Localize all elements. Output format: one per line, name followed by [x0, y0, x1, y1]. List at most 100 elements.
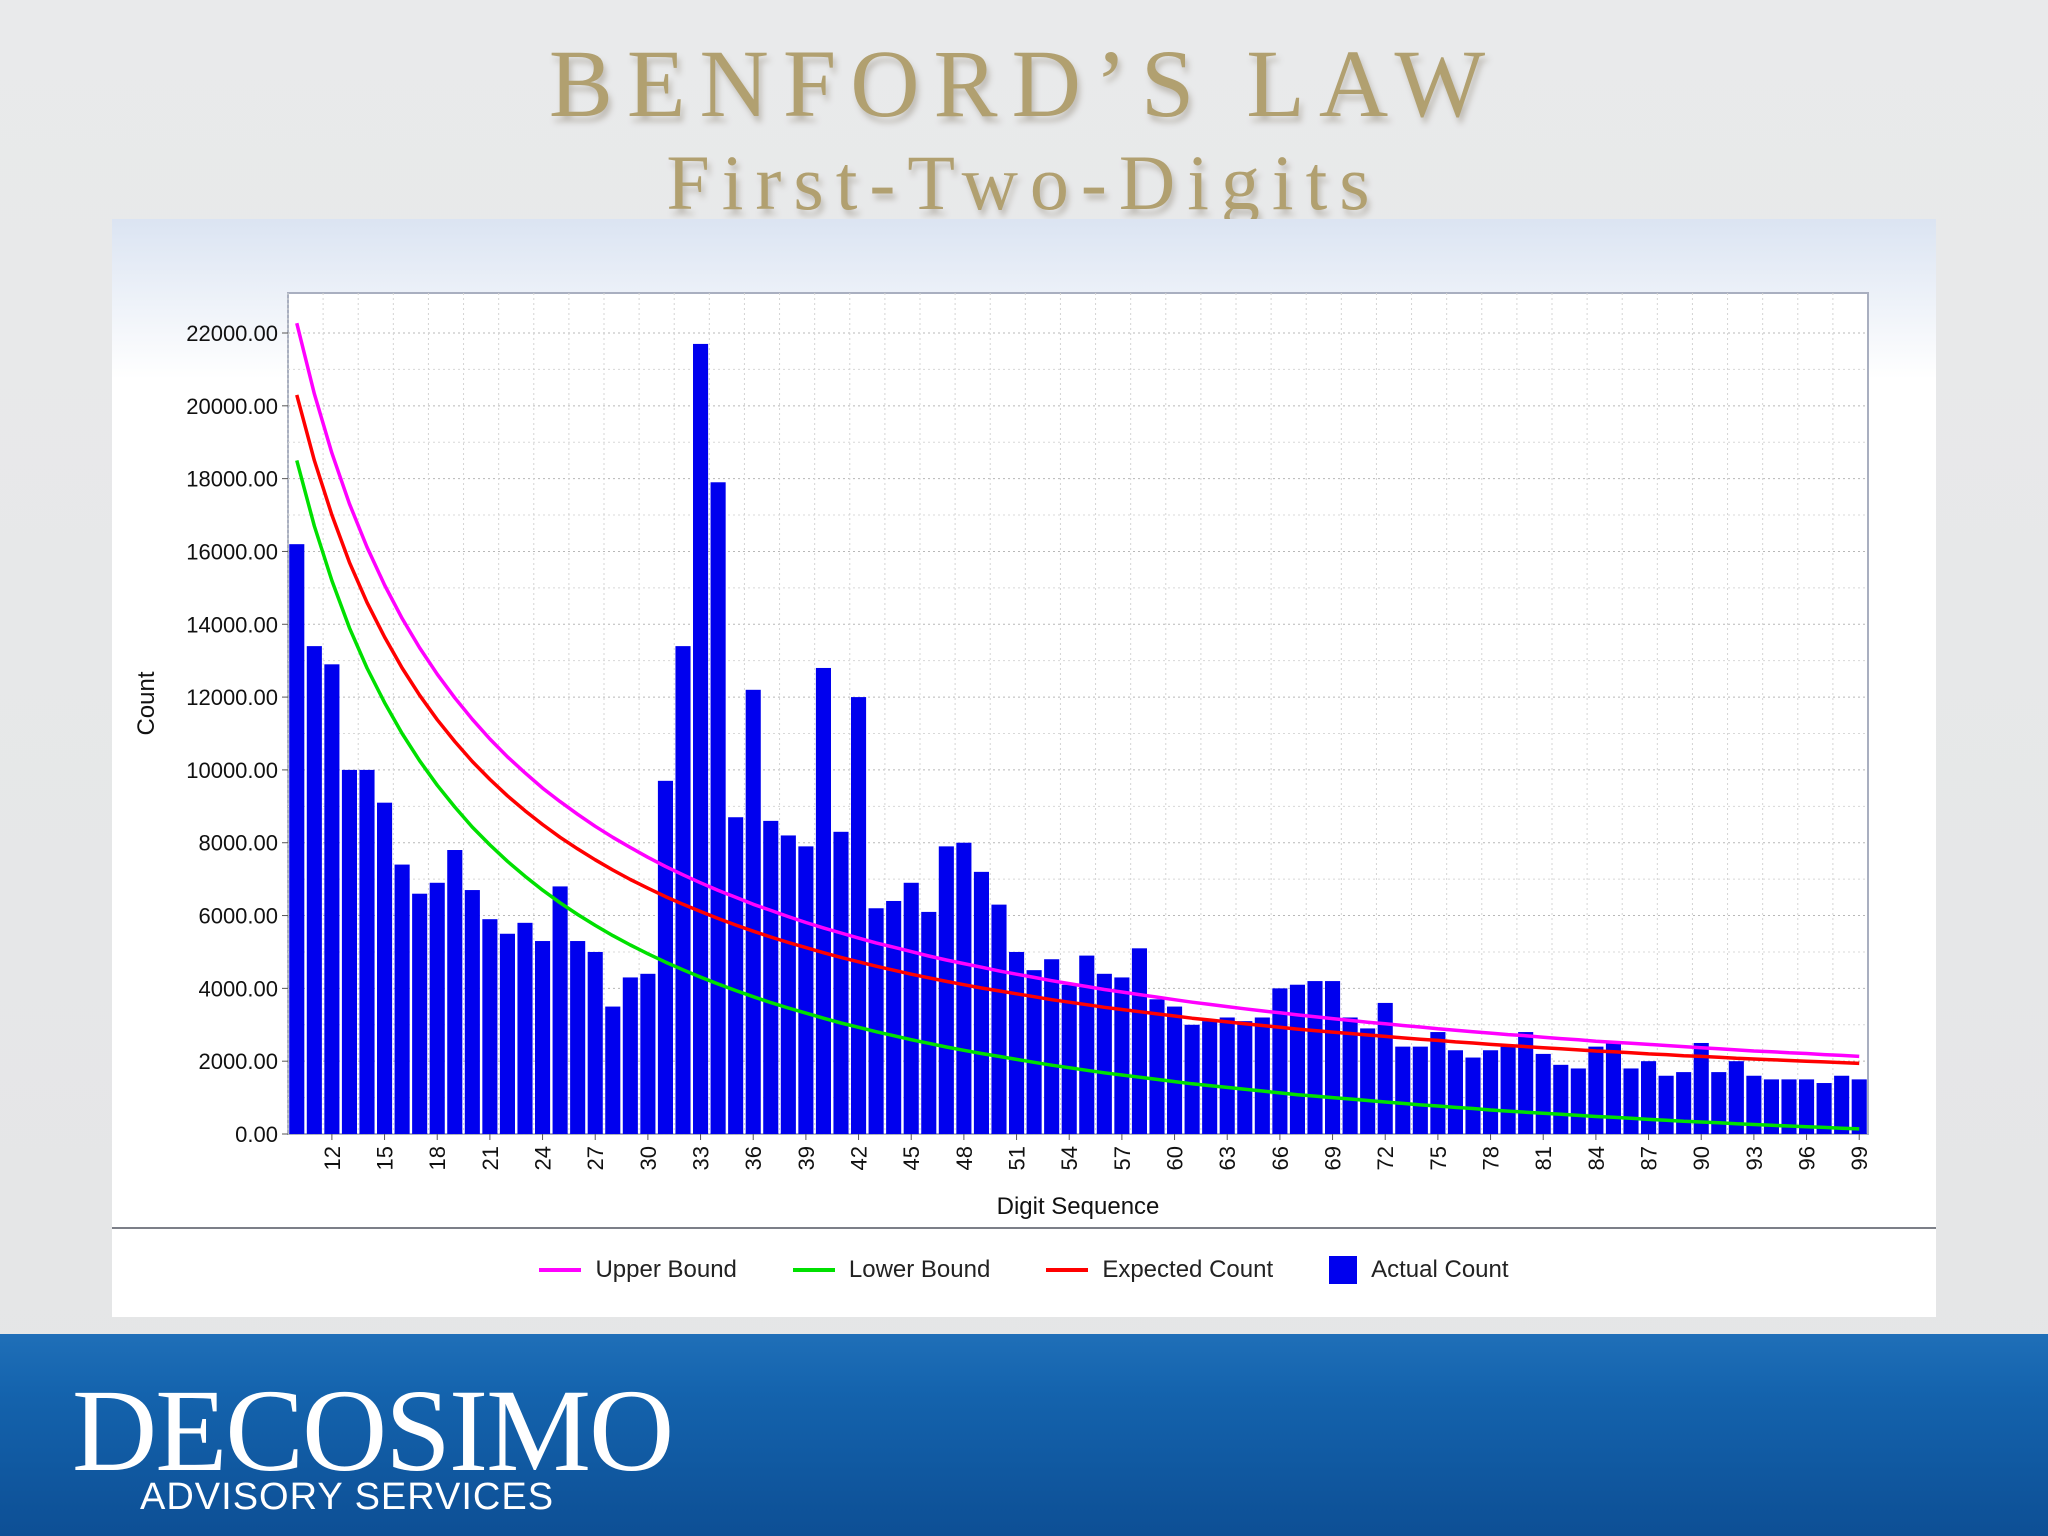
bar-actual-count: [1184, 1024, 1200, 1134]
bar-actual-count: [815, 667, 831, 1134]
legend-swatch-lower: [792, 1268, 835, 1272]
x-tick-label: 12: [320, 1146, 345, 1170]
y-axis-title: Count: [133, 671, 160, 735]
x-tick-label: 33: [689, 1146, 714, 1170]
legend-swatch-upper: [539, 1268, 582, 1272]
x-tick-label: 18: [425, 1146, 450, 1170]
bar-actual-count: [535, 941, 551, 1134]
x-tick-label: 36: [741, 1146, 766, 1170]
chart-legend: Upper Bound Lower Bound Expected Count A…: [112, 1240, 1936, 1300]
slide-subtitle: First-Two-Digits: [666, 139, 1382, 226]
legend-divider: [112, 1227, 1936, 1229]
y-tick-label: 22000.00: [186, 321, 278, 346]
y-tick-label: 18000.00: [186, 467, 278, 492]
bar-actual-count: [1447, 1050, 1463, 1134]
x-tick-label: 87: [1637, 1146, 1662, 1170]
bar-actual-count: [1781, 1079, 1797, 1134]
y-tick-label: 6000.00: [198, 904, 278, 929]
bar-actual-count: [693, 343, 709, 1134]
x-tick-label: 21: [478, 1146, 503, 1170]
bar-actual-count: [1237, 1021, 1253, 1134]
x-tick-label: 15: [373, 1146, 398, 1170]
x-tick-label: 66: [1268, 1146, 1293, 1170]
bar-actual-count: [1834, 1075, 1850, 1134]
bar-actual-count: [1061, 984, 1077, 1134]
bar-actual-count: [377, 802, 393, 1134]
bar-actual-count: [1342, 1017, 1358, 1134]
bar-actual-count: [1728, 1061, 1744, 1134]
x-axis-title: Digit Sequence: [997, 1193, 1160, 1220]
bar-actual-count: [1044, 959, 1060, 1134]
y-tick-label: 0.00: [235, 1122, 278, 1147]
y-tick-label: 2000.00: [198, 1049, 278, 1074]
y-tick-label: 4000.00: [198, 976, 278, 1001]
bar-actual-count: [1535, 1053, 1551, 1134]
bar-actual-count: [675, 646, 691, 1134]
bar-actual-count: [1096, 973, 1112, 1134]
bar-actual-count: [1711, 1072, 1727, 1134]
x-tick-label: 81: [1531, 1146, 1556, 1170]
x-tick-label: 27: [583, 1146, 608, 1170]
bar-actual-count: [482, 919, 498, 1134]
x-tick-label: 42: [847, 1146, 872, 1170]
bar-actual-count: [605, 1006, 621, 1134]
bar-actual-count: [429, 882, 445, 1134]
brand-logo-text: DECOSIMO: [72, 1365, 674, 1496]
bar-actual-count: [1412, 1046, 1428, 1134]
x-tick-label: 75: [1426, 1146, 1451, 1170]
bar-actual-count: [745, 689, 761, 1134]
x-tick-label: 78: [1479, 1146, 1504, 1170]
bar-actual-count: [921, 911, 937, 1134]
y-tick-label: 16000.00: [186, 539, 278, 564]
bar-actual-count: [1026, 970, 1042, 1134]
bar-actual-count: [728, 817, 744, 1134]
bar-actual-count: [956, 842, 972, 1134]
bar-actual-count: [464, 890, 480, 1134]
y-tick-label: 14000.00: [186, 612, 278, 637]
bar-actual-count: [1553, 1064, 1569, 1134]
x-tick-label: 96: [1795, 1146, 1820, 1170]
legend-actual-count: Actual Count: [1329, 1256, 1509, 1284]
legend-label-actual: Actual Count: [1371, 1256, 1509, 1283]
legend-swatch-actual: [1329, 1256, 1358, 1284]
bar-actual-count: [763, 820, 779, 1134]
bar-actual-count: [973, 871, 989, 1134]
bar-actual-count: [640, 973, 656, 1134]
x-tick-label: 45: [899, 1146, 924, 1170]
bar-actual-count: [1763, 1079, 1779, 1134]
bar-actual-count: [1799, 1079, 1815, 1134]
x-tick-label: 54: [1057, 1146, 1082, 1170]
bar-actual-count: [1500, 1046, 1516, 1134]
bar-actual-count: [1325, 981, 1341, 1134]
x-tick-label: 60: [1163, 1146, 1188, 1170]
bar-actual-count: [1588, 1046, 1604, 1134]
x-tick-label: 90: [1689, 1146, 1714, 1170]
bar-actual-count: [324, 664, 340, 1134]
bar-actual-count: [1131, 948, 1147, 1134]
bar-actual-count: [1307, 981, 1323, 1134]
bar-actual-count: [1851, 1079, 1867, 1134]
x-tick-label: 99: [1847, 1146, 1872, 1170]
bar-actual-count: [1816, 1083, 1832, 1134]
bar-actual-count: [1465, 1057, 1481, 1134]
bar-actual-count: [833, 831, 849, 1134]
x-tick-label: 39: [794, 1146, 819, 1170]
x-tick-label: 69: [1321, 1146, 1346, 1170]
bar-actual-count: [517, 922, 533, 1134]
legend-swatch-expected: [1046, 1268, 1089, 1272]
legend-expected-count: Expected Count: [1046, 1256, 1273, 1284]
bar-actual-count: [1149, 999, 1165, 1134]
bar-actual-count: [306, 646, 322, 1134]
bar-actual-count: [499, 933, 515, 1134]
x-tick-label: 24: [531, 1146, 556, 1170]
bar-actual-count: [886, 900, 902, 1134]
bar-actual-count: [394, 864, 410, 1134]
bar-actual-count: [1641, 1061, 1657, 1134]
bar-actual-count: [1658, 1075, 1674, 1134]
bar-actual-count: [447, 850, 463, 1134]
line-expected-count: [295, 394, 1860, 1066]
bar-actual-count: [1272, 988, 1288, 1134]
benford-chart: 0.00 2000.00 4000.00 6000.00 8000.00 10000.00…: [133, 292, 1872, 1220]
x-tick-label: 57: [1110, 1146, 1135, 1170]
bar-actual-count: [622, 977, 638, 1134]
